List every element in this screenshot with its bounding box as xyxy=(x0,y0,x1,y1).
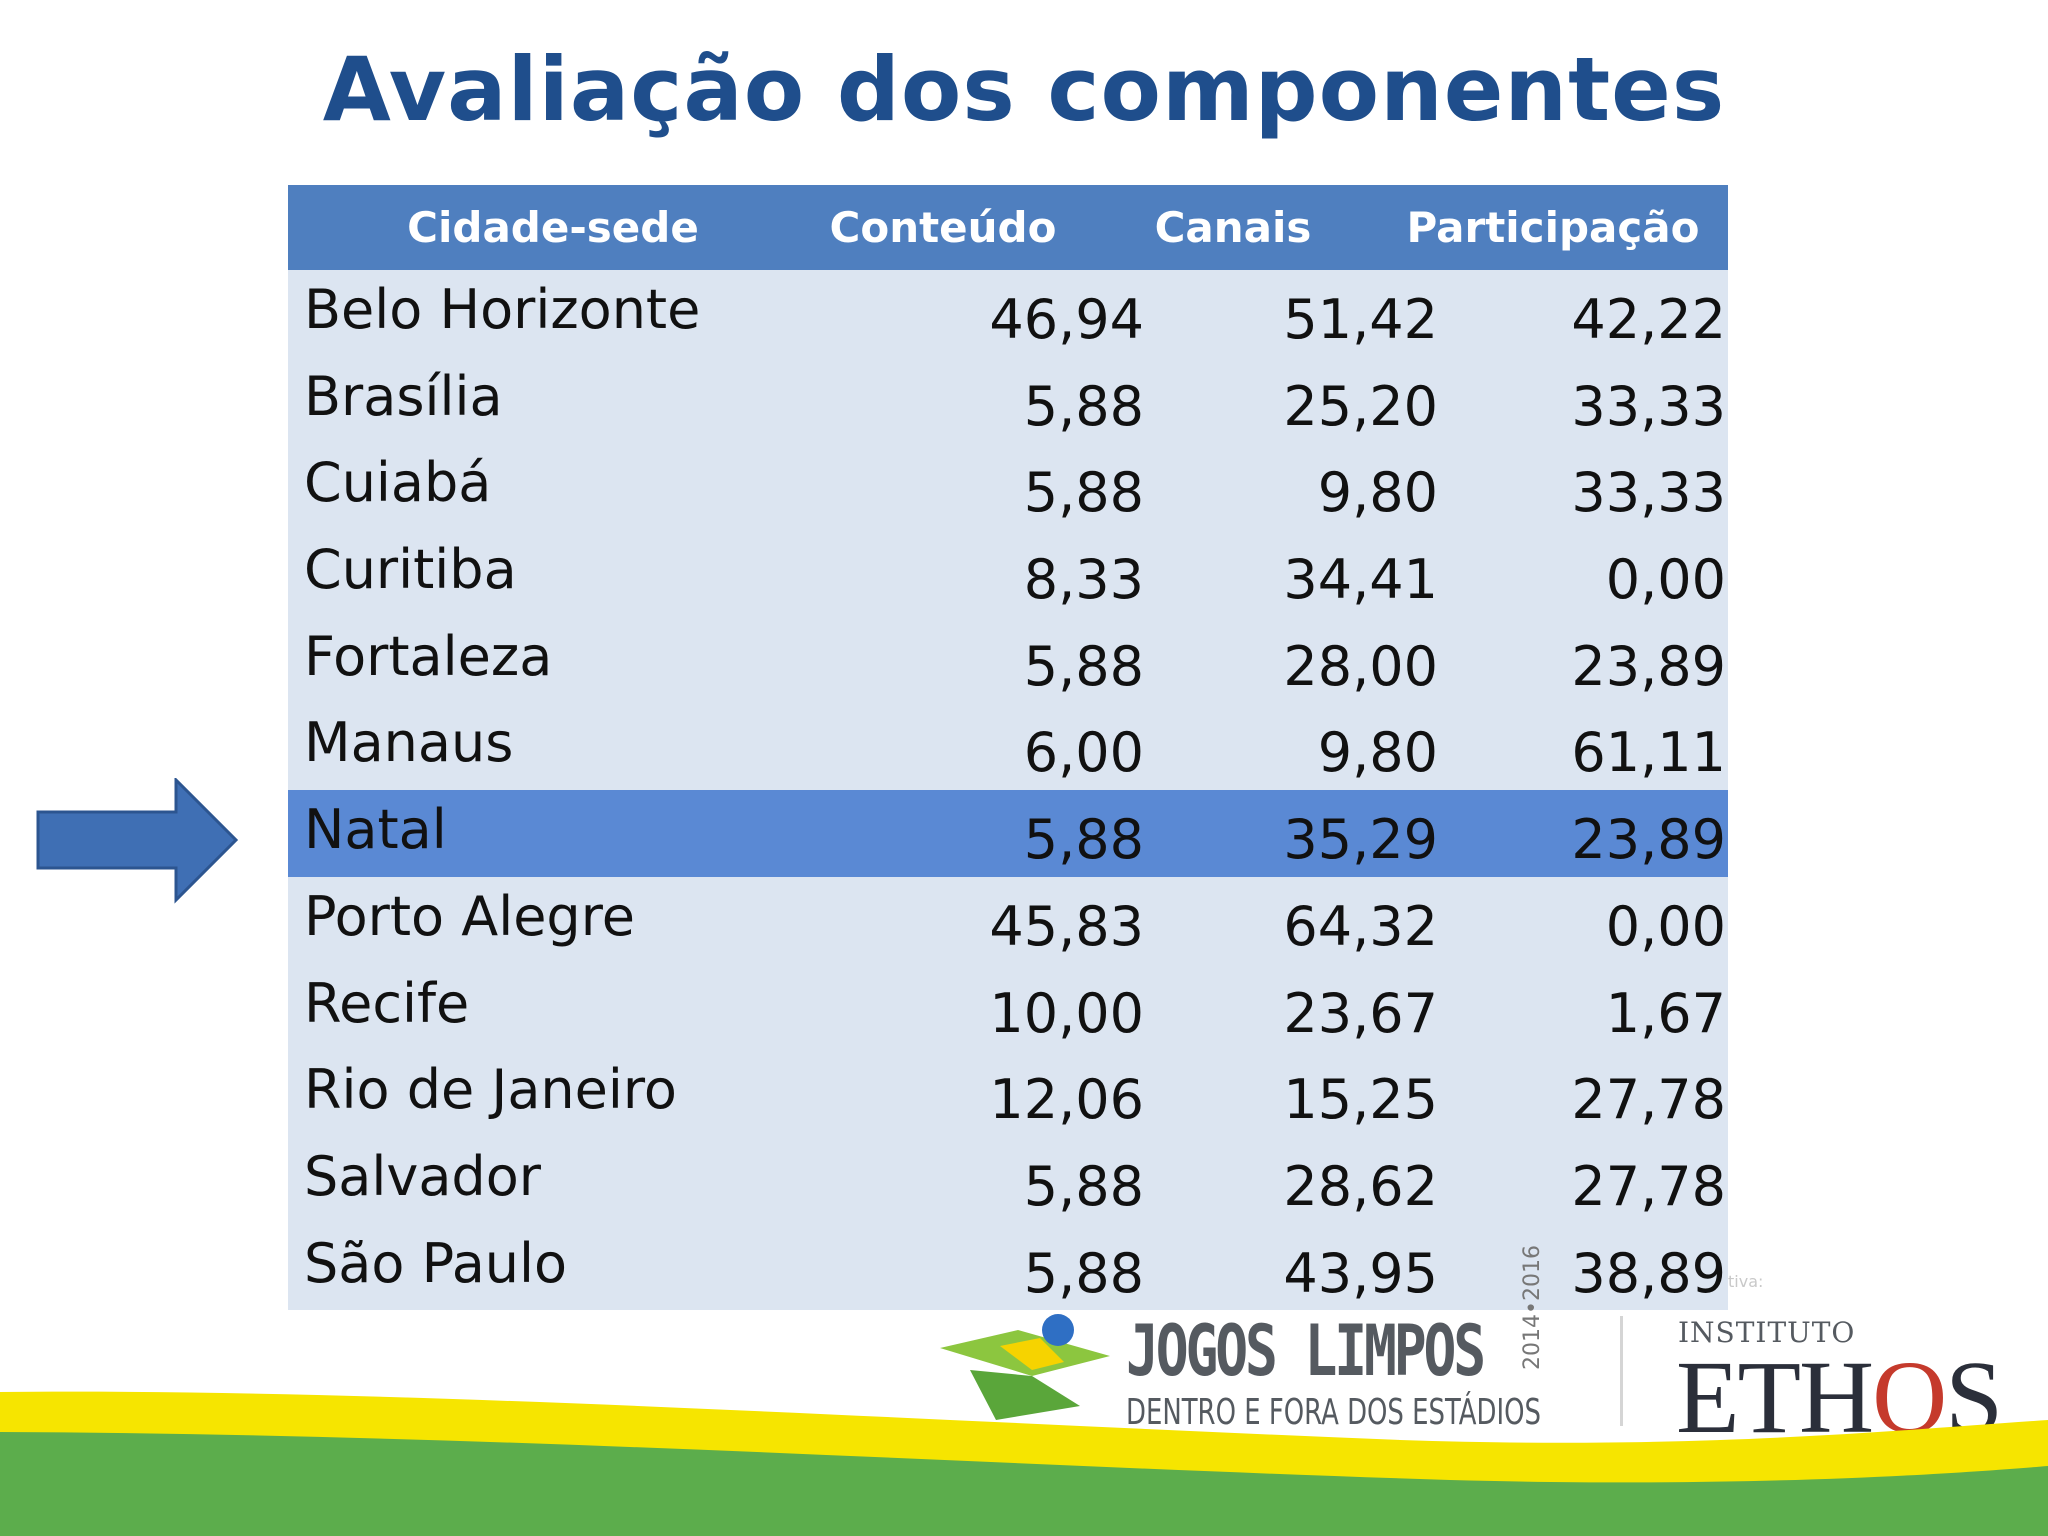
jogos-limpos-subtitle: DENTRO E FORA DOS ESTÁDIOS xyxy=(1126,1392,1541,1433)
cell-city: Cuiabá xyxy=(304,451,492,515)
cell-canais: 9,80 xyxy=(1317,461,1438,525)
table-row: Curitiba 8,33 34,41 0,00 xyxy=(288,530,1728,617)
cell-canais: 9,80 xyxy=(1317,721,1438,785)
table-row: São Paulo 5,88 43,95 38,89 xyxy=(288,1224,1728,1311)
cell-participacao: 27,78 xyxy=(1571,1154,1726,1218)
cell-canais: 25,20 xyxy=(1283,374,1438,438)
cell-conteudo: 5,88 xyxy=(1023,634,1144,698)
jogos-limpos-years: 2014•2016 xyxy=(1520,1245,1545,1370)
header-participacao: Participação xyxy=(1406,203,1700,252)
cell-conteudo: 12,06 xyxy=(989,1068,1144,1132)
cell-canais: 15,25 xyxy=(1283,1068,1438,1132)
cell-participacao: 27,78 xyxy=(1571,1068,1726,1132)
cell-city: Salvador xyxy=(304,1144,541,1208)
cell-canais: 28,00 xyxy=(1283,634,1438,698)
table-body: Belo Horizonte 46,94 51,42 42,22 Brasília 5,8… xyxy=(288,270,1728,1311)
table-row: Natal 5,88 35,29 23,89 xyxy=(288,790,1728,877)
cell-canais: 23,67 xyxy=(1283,981,1438,1045)
cell-conteudo: 10,00 xyxy=(989,981,1144,1045)
cell-canais: 35,29 xyxy=(1283,808,1438,872)
cell-city: Brasília xyxy=(304,364,503,428)
arrow-right-icon xyxy=(36,778,239,904)
cell-city: São Paulo xyxy=(304,1231,568,1295)
cell-city: Fortaleza xyxy=(304,624,553,688)
table-header: Cidade-sede Conteúdo Canais Participação xyxy=(288,185,1728,270)
cell-participacao: 1,67 xyxy=(1605,981,1726,1045)
cell-participacao: 61,11 xyxy=(1571,721,1726,785)
cell-participacao: 33,33 xyxy=(1571,461,1726,525)
cell-conteudo: 45,83 xyxy=(989,894,1144,958)
cell-participacao: 42,22 xyxy=(1571,288,1726,351)
table-row: Rio de Janeiro 12,06 15,25 27,78 xyxy=(288,1050,1728,1137)
cell-conteudo: 8,33 xyxy=(1023,548,1144,612)
cell-participacao: 33,33 xyxy=(1571,374,1726,438)
cell-participacao: 38,89 xyxy=(1571,1241,1726,1305)
table-row: Brasília 5,88 25,20 33,33 xyxy=(288,357,1728,444)
cell-canais: 43,95 xyxy=(1283,1241,1438,1305)
cell-canais: 64,32 xyxy=(1283,894,1438,958)
footer-note: tiva: xyxy=(1728,1272,1764,1291)
cell-city: Natal xyxy=(304,798,447,862)
slide-title: Avaliação dos componentes xyxy=(322,38,1726,141)
cell-city: Manaus xyxy=(304,711,514,775)
cell-conteudo: 5,88 xyxy=(1023,1154,1144,1218)
cell-participacao: 23,89 xyxy=(1571,634,1726,698)
header-cidade-sede: Cidade-sede xyxy=(407,203,699,252)
cell-conteudo: 5,88 xyxy=(1023,808,1144,872)
cell-conteudo: 5,88 xyxy=(1023,461,1144,525)
components-table: Cidade-sede Conteúdo Canais Participação… xyxy=(288,185,1728,1311)
table-row: Porto Alegre 45,83 64,32 0,00 xyxy=(288,877,1728,964)
cell-participacao: 23,89 xyxy=(1571,808,1726,872)
logo-separator xyxy=(1620,1316,1623,1426)
table-row: Recife 10,00 23,67 1,67 xyxy=(288,964,1728,1051)
cell-conteudo: 5,88 xyxy=(1023,374,1144,438)
jogos-limpos-title: JOGOS LIMPOS xyxy=(1126,1310,1486,1392)
footer-band xyxy=(0,1391,2048,1536)
cell-city: Rio de Janeiro xyxy=(304,1058,677,1122)
cell-city: Porto Alegre xyxy=(304,884,635,948)
cell-participacao: 0,00 xyxy=(1605,548,1726,612)
cell-canais: 28,62 xyxy=(1283,1154,1438,1218)
cell-participacao: 0,00 xyxy=(1605,894,1726,958)
ethos-instituto-label: INSTITUTO xyxy=(1678,1316,1856,1349)
cell-city: Curitiba xyxy=(304,538,517,602)
table-row: Fortaleza 5,88 28,00 23,89 xyxy=(288,617,1728,704)
cell-city: Recife xyxy=(304,971,470,1035)
table-row: Manaus 6,00 9,80 61,11 xyxy=(288,703,1728,790)
table-row: Cuiabá 5,88 9,80 33,33 xyxy=(288,443,1728,530)
cell-conteudo: 5,88 xyxy=(1023,1241,1144,1305)
cell-conteudo: 6,00 xyxy=(1023,721,1144,785)
cell-canais: 34,41 xyxy=(1283,548,1438,612)
cell-city: Belo Horizonte xyxy=(304,278,701,341)
header-conteudo: Conteúdo xyxy=(829,203,1057,252)
cell-conteudo: 46,94 xyxy=(989,288,1144,351)
header-canais: Canais xyxy=(1154,203,1312,252)
cell-canais: 51,42 xyxy=(1283,288,1438,351)
table-row: Belo Horizonte 46,94 51,42 42,22 xyxy=(288,270,1728,357)
jogos-limpos-emblem-icon xyxy=(940,1314,1110,1420)
table-row: Salvador 5,88 28,62 27,78 xyxy=(288,1137,1728,1224)
